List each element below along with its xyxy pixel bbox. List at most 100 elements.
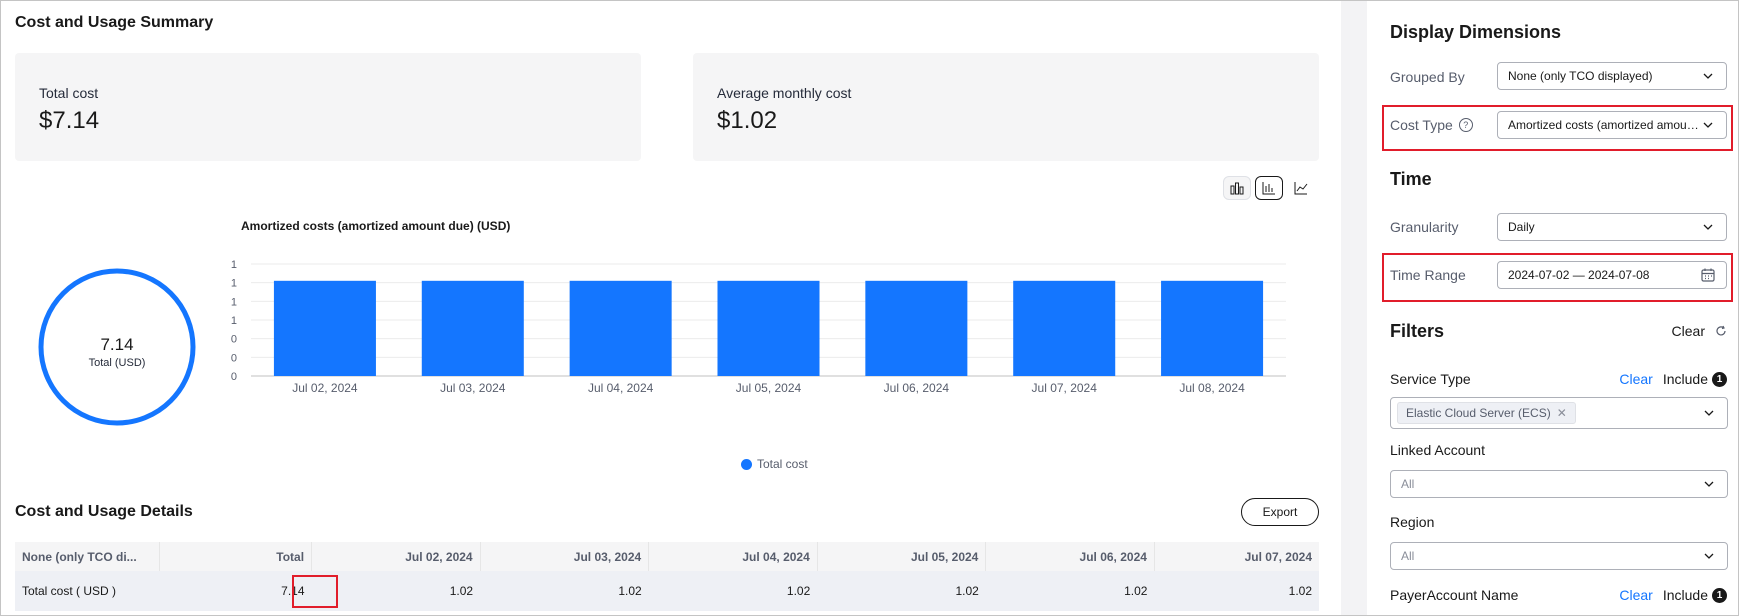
service-type-select[interactable]: Elastic Cloud Server (ECS) ✕ bbox=[1390, 397, 1728, 429]
service-type-tag-label: Elastic Cloud Server (ECS) bbox=[1406, 406, 1551, 420]
x-tick-label: Jul 06, 2024 bbox=[884, 381, 950, 395]
column-header[interactable]: Jul 06, 2024 bbox=[985, 542, 1155, 571]
column-header[interactable]: Jul 03, 2024 bbox=[480, 542, 650, 571]
payer-account-actions: Clear Include 1 bbox=[1619, 587, 1727, 603]
region-label: Region bbox=[1390, 514, 1434, 530]
chart-title: Amortized costs (amortized amount due) (… bbox=[241, 219, 511, 233]
total-cost-donut bbox=[38, 268, 196, 426]
column-header[interactable]: Jul 02, 2024 bbox=[311, 542, 481, 571]
settings-panel: Display Dimensions Grouped By None (only… bbox=[1367, 1, 1738, 615]
bar bbox=[1161, 280, 1264, 376]
panel-gutter bbox=[1341, 1, 1367, 615]
service-type-label-text: Service Type bbox=[1390, 371, 1471, 387]
payer-account-label: PayerAccount Name bbox=[1390, 587, 1518, 603]
table-cell: 7.14 bbox=[159, 571, 312, 611]
export-button[interactable]: Export bbox=[1241, 498, 1319, 526]
y-tick-label: 1 bbox=[231, 278, 237, 290]
column-chart-icon bbox=[1262, 182, 1275, 195]
details-table: None (only TCO di... Total Jul 02, 2024 … bbox=[15, 542, 1319, 611]
column-header[interactable]: Jul 04, 2024 bbox=[648, 542, 818, 571]
details-title: Cost and Usage Details bbox=[15, 503, 193, 520]
help-icon[interactable]: ? bbox=[1458, 118, 1473, 132]
refresh-icon bbox=[1716, 325, 1726, 336]
granularity-value: Daily bbox=[1508, 220, 1535, 234]
table-cell: Total cost ( USD ) bbox=[15, 571, 160, 611]
legend-label: Total cost bbox=[757, 457, 808, 471]
service-type-count-badge: 1 bbox=[1712, 371, 1727, 387]
table-cell: 1.02 bbox=[648, 571, 818, 611]
payer-account-clear-link[interactable]: Clear bbox=[1619, 587, 1653, 603]
column-header[interactable]: Jul 05, 2024 bbox=[817, 542, 987, 571]
granularity-select[interactable]: Daily bbox=[1497, 213, 1727, 241]
time-range-picker[interactable]: 2024-07-02 — 2024-07-08 bbox=[1497, 261, 1727, 289]
donut-value: 7.14 bbox=[100, 335, 134, 354]
region-select[interactable]: All bbox=[1390, 542, 1728, 570]
payer-account-include-toggle[interactable]: Include bbox=[1662, 587, 1708, 603]
table-header-row: None (only TCO di... Total Jul 02, 2024 … bbox=[15, 542, 1319, 571]
total-cost-card: Total cost $7.14 bbox=[15, 53, 641, 161]
cost-type-label-text: Cost Type bbox=[1390, 117, 1453, 133]
summary-title: Cost and Usage Summary bbox=[15, 14, 214, 31]
service-type-label: Service Type bbox=[1390, 371, 1471, 387]
total-cost-value: $7.14 bbox=[39, 107, 100, 134]
x-tick-label: Jul 04, 2024 bbox=[588, 381, 654, 395]
table-row: Total cost ( USD ) 7.14 1.02 1.02 1.02 1… bbox=[15, 571, 1319, 611]
grouped-by-value: None (only TCO displayed) bbox=[1508, 69, 1653, 83]
chevron-down-icon bbox=[1704, 410, 1714, 416]
x-tick-label: Jul 02, 2024 bbox=[292, 381, 358, 395]
linked-account-label: Linked Account bbox=[1390, 442, 1485, 458]
chevron-down-icon bbox=[1704, 553, 1714, 559]
y-tick-label: 0 bbox=[231, 334, 237, 346]
linked-account-label-text: Linked Account bbox=[1390, 442, 1485, 458]
filters-clear-label: Clear bbox=[1671, 323, 1705, 339]
calendar-icon[interactable] bbox=[1700, 267, 1716, 283]
bar bbox=[273, 280, 376, 376]
y-tick-label: 0 bbox=[231, 371, 237, 383]
close-icon[interactable]: ✕ bbox=[1556, 406, 1567, 420]
table-cell: 1.02 bbox=[1154, 571, 1319, 611]
line-chart-view-button[interactable] bbox=[1287, 176, 1315, 200]
cost-type-select[interactable]: Amortized costs (amortized amount due) bbox=[1497, 111, 1727, 139]
cost-type-label: Cost Type ? bbox=[1390, 117, 1473, 133]
linked-account-select[interactable]: All bbox=[1390, 470, 1728, 498]
payer-account-label-text: PayerAccount Name bbox=[1390, 587, 1519, 603]
main-content: Cost and Usage Summary Total cost $7.14 … bbox=[1, 1, 1341, 615]
total-cost-label: Total cost bbox=[39, 85, 99, 101]
bar-chart-view-button[interactable] bbox=[1223, 176, 1251, 200]
bar-chart-icon bbox=[1230, 182, 1244, 195]
time-range-highlight-box bbox=[1382, 253, 1733, 302]
time-title: Time bbox=[1390, 169, 1432, 189]
average-monthly-cost-value: $1.02 bbox=[717, 107, 778, 134]
payer-account-count-badge: 1 bbox=[1712, 587, 1727, 603]
grouped-by-select[interactable]: None (only TCO displayed) bbox=[1497, 62, 1727, 90]
column-header[interactable]: Total bbox=[159, 542, 313, 571]
bar bbox=[717, 280, 820, 376]
granularity-label: Granularity bbox=[1390, 219, 1458, 235]
region-value: All bbox=[1401, 549, 1415, 563]
grouped-by-label: Grouped By bbox=[1390, 69, 1465, 85]
table-cell: 1.02 bbox=[985, 571, 1155, 611]
grouped-by-label-text: Grouped By bbox=[1390, 69, 1465, 85]
linked-account-value: All bbox=[1401, 477, 1415, 491]
service-type-actions: Clear Include 1 bbox=[1619, 371, 1727, 387]
y-tick-label: 0 bbox=[231, 352, 237, 364]
bar-chart: 0 0 0 1 1 1 1 Jul 02, 2024 Jul 03, 2024 Jul 04, 2… bbox=[231, 259, 1286, 395]
bar bbox=[1013, 280, 1116, 376]
column-chart-view-button[interactable] bbox=[1255, 176, 1283, 200]
chevron-down-icon bbox=[1704, 481, 1714, 487]
service-type-include-toggle[interactable]: Include bbox=[1662, 371, 1708, 387]
service-type-clear-link[interactable]: Clear bbox=[1619, 371, 1653, 387]
cost-type-highlight-box bbox=[1382, 105, 1733, 151]
donut-label: Total (USD) bbox=[88, 357, 146, 369]
legend-swatch bbox=[741, 458, 752, 470]
line-chart-icon bbox=[1294, 182, 1308, 195]
chart-view-switch bbox=[1223, 176, 1315, 200]
filters-clear-all[interactable]: Clear bbox=[1672, 323, 1727, 339]
bar bbox=[569, 280, 672, 376]
region-label-text: Region bbox=[1390, 514, 1435, 530]
x-tick-label: Jul 07, 2024 bbox=[1032, 381, 1098, 395]
average-monthly-cost-label: Average monthly cost bbox=[717, 85, 852, 101]
column-header[interactable]: None (only TCO di... bbox=[15, 542, 160, 571]
time-range-value: 2024-07-02 — 2024-07-08 bbox=[1508, 268, 1650, 282]
column-header[interactable]: Jul 07, 2024 bbox=[1154, 542, 1319, 571]
